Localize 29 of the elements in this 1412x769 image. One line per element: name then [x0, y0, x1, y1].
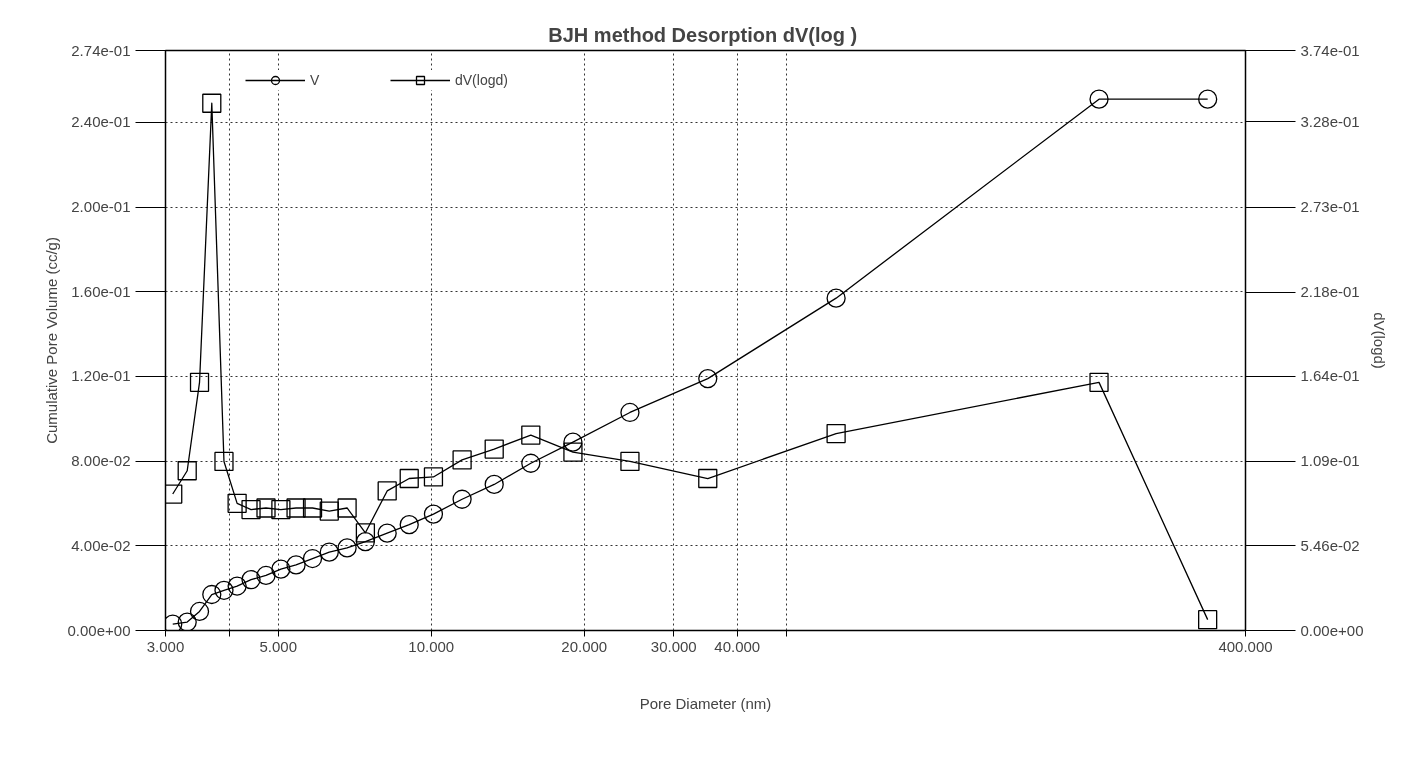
y-axis-title: Cumulative Pore Volume (cc/g)	[42, 237, 60, 444]
y2-tick-label: 1.09e-01	[1300, 452, 1360, 470]
y-tick-label: 0.00e+00	[67, 621, 131, 639]
y-tick-label: 2.40e-01	[71, 113, 131, 131]
y2-tick-label: 2.18e-01	[1300, 283, 1360, 301]
y2-axis-title: dV(logd)	[1371, 312, 1389, 369]
y2-tick-label: 1.64e-01	[1300, 367, 1360, 385]
chart-title: BJH method Desorption dV(log )	[548, 23, 858, 46]
y2-tick-label: 5.46e-02	[1300, 536, 1360, 554]
y-tick-label: 1.60e-01	[71, 282, 131, 300]
x-tick-label: 30.000	[650, 637, 697, 655]
x-tick-label: 400.000	[1218, 637, 1273, 655]
y2-tick-label: 0.00e+00	[1300, 621, 1364, 639]
y-tick-label: 8.00e-02	[71, 452, 131, 470]
x-tick-label: 40.000	[714, 637, 761, 655]
y2-tick-label: 3.74e-01	[1300, 41, 1360, 59]
x-tick-label: 5.000	[259, 637, 298, 655]
y2-tick-label: 2.73e-01	[1300, 198, 1360, 216]
x-tick-label: 3.000	[146, 637, 185, 655]
y-tick-label: 1.20e-01	[71, 367, 131, 385]
y2-tick-label: 3.28e-01	[1300, 112, 1360, 130]
y-tick-label: 2.74e-01	[71, 41, 131, 59]
x-axis-title: Pore Diameter (nm)	[639, 694, 772, 712]
x-tick-label: 20.000	[561, 637, 608, 655]
y-tick-label: 4.00e-02	[71, 536, 131, 554]
y-tick-label: 2.00e-01	[71, 198, 131, 216]
legend-label: dV(logd)	[455, 71, 508, 90]
legend-label: V	[310, 71, 321, 90]
x-tick-label: 10.000	[408, 637, 455, 655]
